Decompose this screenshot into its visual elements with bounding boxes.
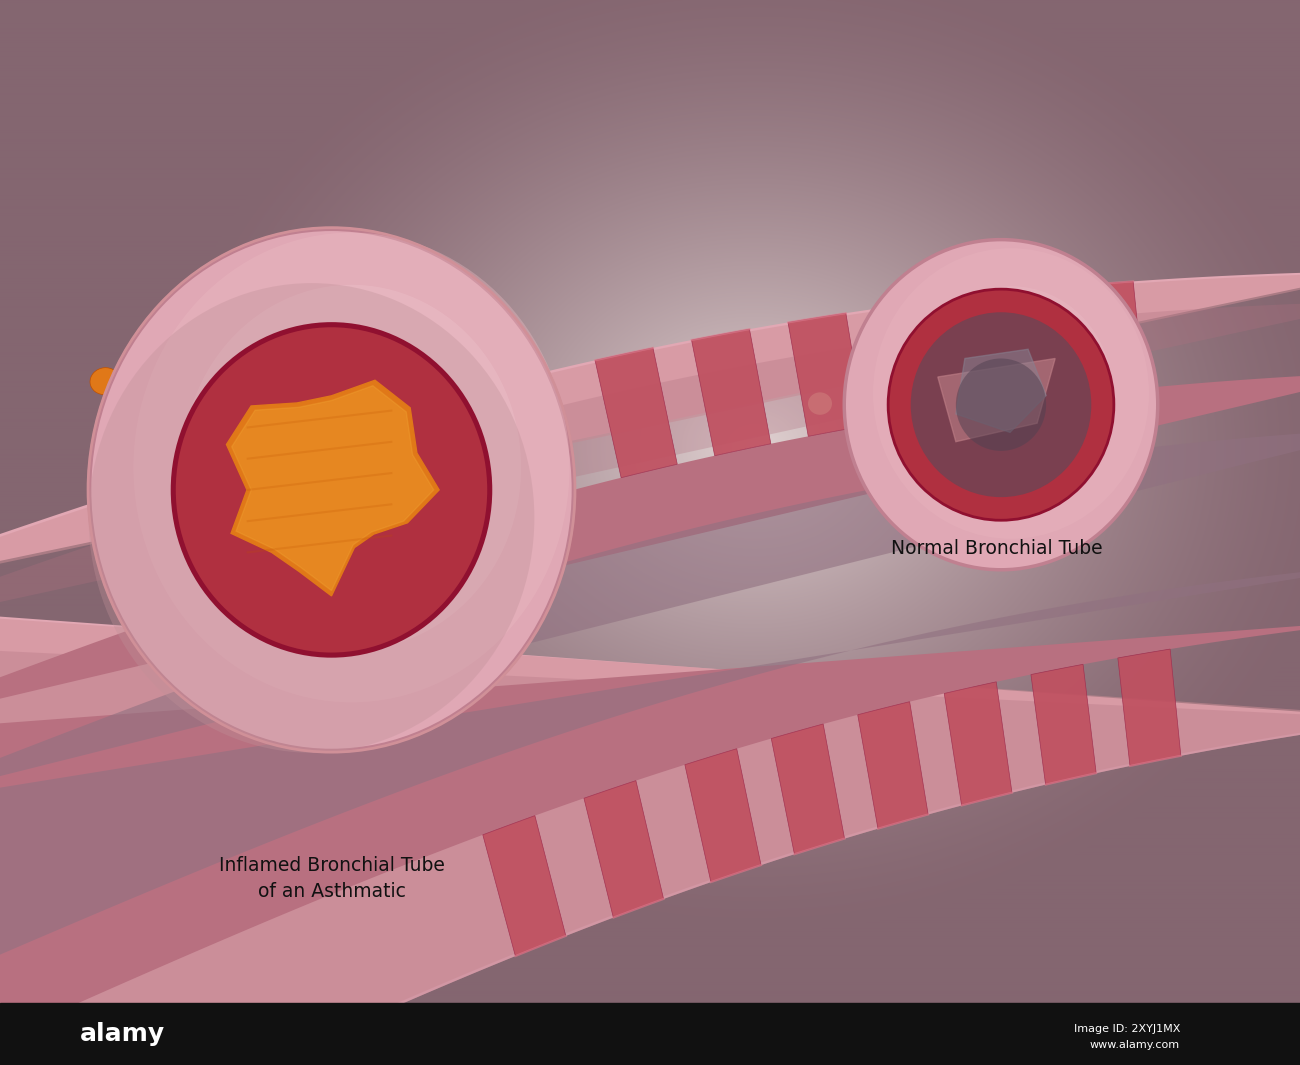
Ellipse shape (90, 367, 120, 395)
Polygon shape (0, 1003, 1300, 1065)
Ellipse shape (891, 294, 910, 312)
Ellipse shape (224, 612, 257, 643)
Ellipse shape (88, 283, 534, 753)
Ellipse shape (161, 566, 188, 601)
Polygon shape (1076, 281, 1144, 394)
Ellipse shape (374, 524, 406, 553)
Polygon shape (1118, 649, 1180, 766)
Ellipse shape (888, 290, 1114, 521)
Ellipse shape (148, 423, 192, 463)
Ellipse shape (992, 452, 1008, 468)
Ellipse shape (844, 240, 1158, 570)
Polygon shape (937, 359, 1056, 442)
Text: Normal Bronchial Tube: Normal Bronchial Tube (891, 539, 1102, 558)
Polygon shape (858, 702, 928, 829)
Ellipse shape (90, 229, 573, 751)
Ellipse shape (1039, 360, 1061, 380)
Ellipse shape (153, 496, 186, 535)
Polygon shape (584, 781, 663, 918)
Ellipse shape (874, 248, 1149, 539)
Polygon shape (884, 300, 958, 420)
Polygon shape (980, 290, 1050, 406)
Polygon shape (944, 682, 1011, 805)
Polygon shape (1031, 665, 1096, 785)
Ellipse shape (909, 286, 1113, 501)
Polygon shape (771, 724, 845, 854)
Polygon shape (685, 749, 760, 882)
Polygon shape (788, 313, 864, 437)
Polygon shape (226, 380, 439, 596)
Ellipse shape (809, 392, 832, 414)
Ellipse shape (891, 372, 910, 390)
Polygon shape (692, 329, 771, 456)
Polygon shape (482, 373, 568, 507)
Ellipse shape (230, 337, 473, 597)
Polygon shape (595, 348, 677, 478)
Ellipse shape (179, 415, 221, 459)
Polygon shape (956, 349, 1046, 432)
Ellipse shape (126, 497, 164, 534)
Polygon shape (231, 386, 434, 591)
Text: alamy: alamy (81, 1021, 165, 1046)
Ellipse shape (1070, 395, 1089, 412)
Ellipse shape (911, 312, 1091, 497)
Ellipse shape (182, 284, 521, 650)
Text: www.alamy.com: www.alamy.com (1089, 1039, 1180, 1050)
Ellipse shape (134, 232, 569, 702)
Ellipse shape (956, 359, 1046, 450)
Ellipse shape (292, 577, 328, 611)
Ellipse shape (352, 611, 387, 644)
Ellipse shape (292, 602, 328, 642)
Ellipse shape (363, 402, 398, 450)
Ellipse shape (419, 404, 451, 448)
Ellipse shape (174, 326, 489, 654)
Polygon shape (482, 816, 566, 956)
Ellipse shape (861, 441, 879, 456)
Text: Inflamed Bronchial Tube
of an Asthmatic: Inflamed Bronchial Tube of an Asthmatic (218, 856, 445, 901)
Ellipse shape (179, 541, 220, 579)
Text: Image ID: 2XYJ1MX: Image ID: 2XYJ1MX (1074, 1025, 1180, 1034)
Polygon shape (370, 402, 459, 539)
